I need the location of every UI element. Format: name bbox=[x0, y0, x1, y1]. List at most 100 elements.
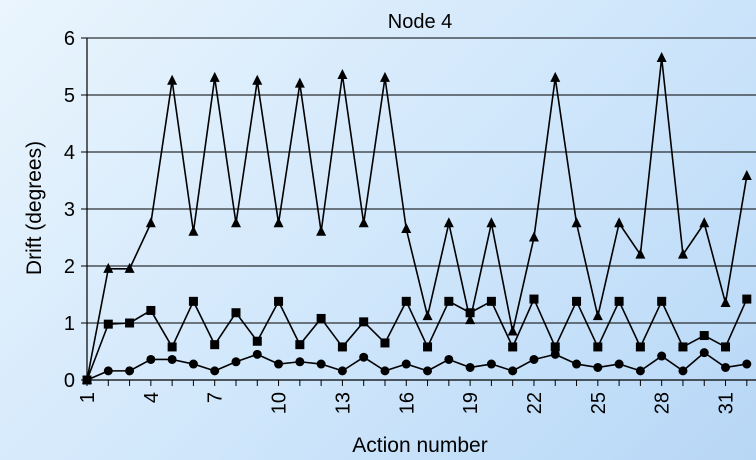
data-point-square bbox=[210, 340, 220, 350]
data-point-square bbox=[380, 338, 390, 348]
data-point-circle bbox=[635, 366, 645, 376]
series-line-triangle bbox=[86, 57, 748, 381]
y-axis-title: Drift (degrees) bbox=[23, 141, 46, 275]
data-point-circle bbox=[401, 359, 411, 369]
y-tick-label: 5 bbox=[64, 85, 75, 107]
data-point-triangle bbox=[507, 325, 518, 336]
data-point-triangle bbox=[571, 217, 582, 228]
data-point-circle bbox=[167, 354, 177, 364]
data-point-square bbox=[316, 313, 326, 323]
data-point-triangle bbox=[677, 248, 688, 259]
data-point-square bbox=[550, 342, 560, 352]
data-point-square bbox=[401, 296, 411, 306]
data-point-circle bbox=[146, 354, 156, 364]
data-point-circle bbox=[593, 362, 603, 372]
x-tick-label: 22 bbox=[524, 392, 546, 414]
data-point-square bbox=[486, 296, 496, 306]
data-point-circle bbox=[103, 366, 113, 376]
data-point-triangle bbox=[635, 248, 646, 259]
data-point-triangle bbox=[188, 225, 199, 236]
data-point-square bbox=[529, 294, 539, 304]
x-tick-label: 7 bbox=[205, 392, 227, 403]
data-point-square bbox=[167, 342, 177, 352]
data-point-triangle bbox=[316, 225, 327, 236]
data-point-circle bbox=[231, 357, 241, 367]
data-point-square bbox=[423, 342, 433, 352]
data-point-square bbox=[274, 296, 284, 306]
data-point-square bbox=[444, 296, 454, 306]
data-point-square bbox=[188, 296, 198, 306]
data-point-triangle bbox=[209, 71, 220, 82]
x-tick-label: 31 bbox=[716, 392, 738, 414]
data-point-square bbox=[125, 318, 135, 328]
data-point-circle bbox=[486, 359, 496, 369]
data-point-circle bbox=[295, 357, 305, 367]
data-point-square bbox=[593, 342, 603, 352]
data-point-circle bbox=[678, 366, 688, 376]
data-point-triangle bbox=[656, 51, 667, 62]
data-point-square bbox=[359, 317, 369, 327]
data-point-square bbox=[465, 308, 475, 318]
y-tick-label: 6 bbox=[64, 28, 75, 50]
data-point-circle bbox=[657, 351, 667, 361]
data-point-triangle bbox=[422, 310, 433, 321]
data-point-square bbox=[252, 336, 262, 346]
data-point-circle bbox=[742, 359, 752, 369]
x-tick-label: 28 bbox=[652, 392, 674, 414]
data-point-triangle bbox=[550, 71, 561, 82]
data-point-circle bbox=[380, 366, 390, 376]
data-point-square bbox=[572, 296, 582, 306]
data-point-triangle bbox=[252, 74, 263, 85]
data-point-circle bbox=[465, 362, 475, 372]
data-point-triangle bbox=[273, 217, 284, 228]
data-point-triangle bbox=[379, 71, 390, 82]
data-point-circle bbox=[572, 359, 582, 369]
data-point-triangle bbox=[592, 310, 603, 321]
data-point-square bbox=[508, 342, 518, 352]
data-point-triangle bbox=[294, 77, 305, 88]
y-tick-label: 4 bbox=[64, 142, 75, 164]
data-point-square bbox=[635, 342, 645, 352]
data-point-circle bbox=[614, 359, 624, 369]
data-point-square bbox=[699, 331, 709, 341]
data-point-square bbox=[721, 342, 731, 352]
data-point-square bbox=[337, 342, 347, 352]
data-point-circle bbox=[82, 375, 92, 385]
data-point-circle bbox=[274, 359, 284, 369]
chart-title: Node 4 bbox=[388, 11, 453, 33]
data-point-square bbox=[742, 294, 752, 304]
y-tick-label: 2 bbox=[64, 256, 75, 278]
data-point-triangle bbox=[337, 69, 348, 80]
data-point-triangle bbox=[699, 217, 710, 228]
x-tick-label: 13 bbox=[332, 392, 354, 414]
data-point-square bbox=[295, 340, 305, 350]
x-tick-label: 25 bbox=[588, 392, 610, 414]
data-point-circle bbox=[699, 348, 709, 358]
data-point-triangle bbox=[741, 169, 752, 180]
x-tick-label: 1 bbox=[77, 392, 99, 403]
data-point-circle bbox=[337, 366, 347, 376]
series-line-circle bbox=[86, 351, 747, 381]
data-point-triangle bbox=[230, 217, 241, 228]
y-tick-label: 0 bbox=[64, 370, 75, 392]
data-point-circle bbox=[359, 352, 369, 362]
data-point-triangle bbox=[145, 217, 156, 228]
data-point-triangle bbox=[358, 217, 369, 228]
data-point-circle bbox=[188, 359, 198, 369]
data-point-triangle bbox=[103, 262, 114, 273]
series-group bbox=[82, 51, 752, 385]
data-point-circle bbox=[125, 366, 135, 376]
data-point-square bbox=[231, 308, 241, 318]
data-point-triangle bbox=[528, 231, 539, 242]
data-point-circle bbox=[721, 362, 731, 372]
data-point-circle bbox=[508, 366, 518, 376]
data-point-square bbox=[614, 296, 624, 306]
x-axis-title: Action number bbox=[352, 434, 487, 457]
data-point-square bbox=[678, 342, 688, 352]
data-point-triangle bbox=[401, 222, 412, 233]
data-point-circle bbox=[529, 354, 539, 364]
y-tick-label: 3 bbox=[64, 199, 75, 221]
x-tick-label: 16 bbox=[396, 392, 418, 414]
y-tick-labels: 0 1 2 3 4 5 6 bbox=[64, 28, 75, 392]
data-point-square bbox=[103, 319, 113, 329]
